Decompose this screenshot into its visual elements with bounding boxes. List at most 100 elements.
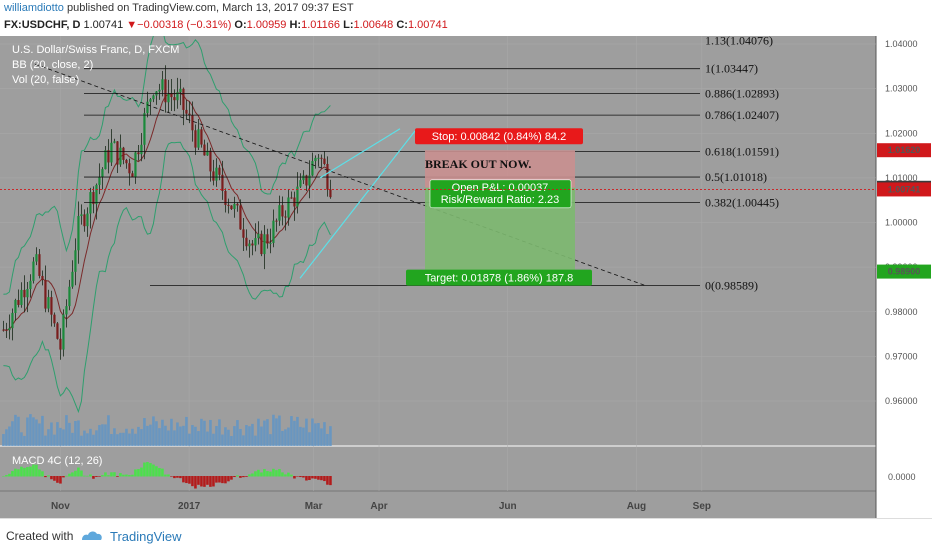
macd-bar xyxy=(2,476,5,477)
volume-bar xyxy=(284,429,287,446)
candle-body xyxy=(56,323,59,339)
macd-bar xyxy=(182,476,185,483)
price-tick: 1.04000 xyxy=(885,39,918,49)
volume-bar xyxy=(152,416,155,446)
candle-body xyxy=(272,220,275,243)
macd-bar xyxy=(116,476,119,477)
stop-label: Stop: 0.00842 (0.84%) 84.2 xyxy=(432,131,567,143)
tradingview-link[interactable]: TradingView xyxy=(110,529,182,544)
macd-bar xyxy=(206,476,209,485)
candle-body xyxy=(113,141,116,143)
candle-body xyxy=(2,329,5,331)
macd-bar xyxy=(275,470,278,477)
candle-body xyxy=(161,79,164,90)
candle-body xyxy=(62,314,65,350)
candle-body xyxy=(323,158,326,164)
publish-info: williamdiotto published on TradingView.c… xyxy=(0,0,932,17)
macd-bar xyxy=(131,474,134,477)
volume-bar xyxy=(119,432,122,446)
volume-bar xyxy=(23,435,26,446)
macd-bar xyxy=(53,476,56,481)
macd-bar xyxy=(29,466,32,477)
candle-body xyxy=(188,113,191,116)
macd-bar xyxy=(257,469,260,477)
candle-body xyxy=(224,190,227,205)
candle-body xyxy=(41,275,44,280)
candlesticks xyxy=(2,65,332,360)
macd-bar xyxy=(308,476,311,481)
time-tick: Apr xyxy=(370,501,387,512)
author-link[interactable]: williamdiotto xyxy=(4,2,64,14)
pnl-text: Open P&L: 0.00037 xyxy=(452,182,549,194)
macd-bar xyxy=(188,476,191,484)
volume-bar xyxy=(215,426,218,446)
volume-bar xyxy=(86,433,89,446)
fib-label: 0(0.98589) xyxy=(705,278,758,292)
fib-label: 1(1.03447) xyxy=(705,62,758,76)
volume-bar xyxy=(326,433,329,446)
chart-canvas[interactable]: 1.13(1.04076) 1(1.03447) 0.886(1.02893) 0.7… xyxy=(0,36,932,518)
fib-label: 0.5(1.01018) xyxy=(705,170,767,184)
candle-body xyxy=(95,184,98,205)
time-axis[interactable] xyxy=(0,491,876,518)
candle-body xyxy=(212,171,215,181)
high-value: 1.01166 xyxy=(301,19,341,31)
volume-bar xyxy=(242,435,245,446)
candle-body xyxy=(80,214,83,216)
macd-bar xyxy=(128,474,131,477)
symbol: FX:USDCHF, D xyxy=(4,19,81,31)
macd-bar xyxy=(299,476,302,478)
close-value: 1.00741 xyxy=(407,19,448,31)
macd-bar xyxy=(65,475,68,477)
macd-bar xyxy=(77,467,80,477)
candle-body xyxy=(65,306,68,315)
candle-body xyxy=(83,214,86,227)
volume-bar xyxy=(179,426,182,446)
candle-body xyxy=(47,297,50,309)
macd-bar xyxy=(278,469,281,477)
volume-bar xyxy=(188,433,191,446)
volume-bar xyxy=(125,428,128,446)
macd-bar xyxy=(41,471,44,477)
volume-bar xyxy=(65,415,68,446)
candle-body xyxy=(281,205,284,217)
volume-bar xyxy=(161,419,164,446)
price-tick: 1.01000 xyxy=(885,173,918,183)
candle-body xyxy=(299,180,302,187)
volume-bar xyxy=(257,418,260,446)
volume-bar xyxy=(95,430,98,446)
candle-body xyxy=(278,205,281,221)
candle-body xyxy=(257,233,260,239)
macd-pane[interactable] xyxy=(0,446,876,491)
close-label: C: xyxy=(396,19,408,31)
volume-bar xyxy=(122,432,125,446)
volume-bar xyxy=(59,427,62,446)
candle-body xyxy=(182,88,185,110)
macd-bar xyxy=(17,469,20,477)
candle-body xyxy=(128,163,131,174)
candle-body xyxy=(29,280,32,289)
volume-bar xyxy=(29,414,32,446)
macd-bar xyxy=(59,476,62,484)
time-tick: Nov xyxy=(51,501,70,512)
macd-bar xyxy=(83,475,86,477)
volume-bar xyxy=(200,418,203,446)
macd-bar xyxy=(92,476,95,479)
candle-body xyxy=(176,92,179,101)
macd-bar xyxy=(302,476,305,478)
macd-bar xyxy=(86,475,89,477)
volume-bar xyxy=(80,435,83,446)
candle-body xyxy=(173,97,176,101)
candle-body xyxy=(77,215,80,251)
candle-body xyxy=(203,144,206,156)
macd-bar xyxy=(101,475,104,477)
candle-body xyxy=(167,94,170,103)
channel-line xyxy=(299,130,416,279)
volume-bar xyxy=(173,430,176,446)
macd-bar xyxy=(8,473,11,477)
legend-bb: BB (20, close, 2) xyxy=(12,59,93,71)
position-tool[interactable]: Stop: 0.00842 (0.84%) 84.2 BREAK OUT NOW.… xyxy=(406,128,592,286)
volume-bar xyxy=(314,423,317,446)
volume-bar xyxy=(302,427,305,446)
bb-upper xyxy=(3,36,331,295)
